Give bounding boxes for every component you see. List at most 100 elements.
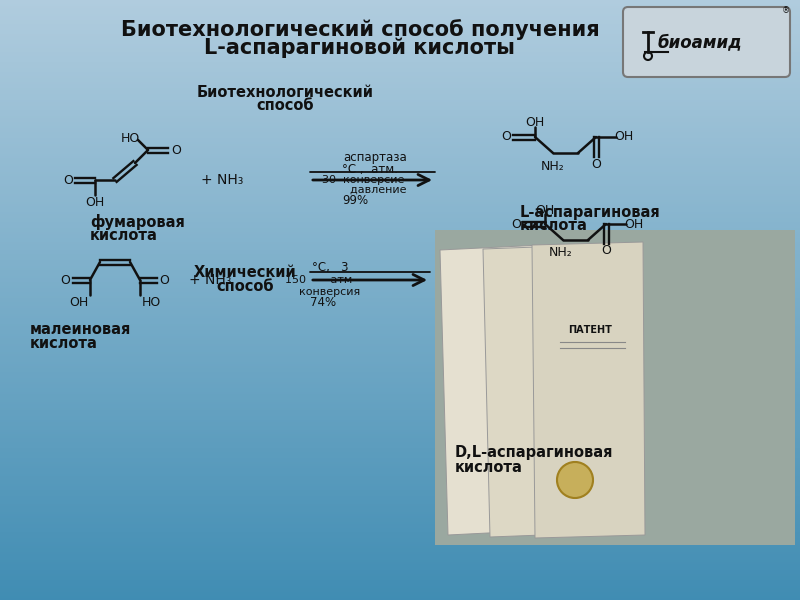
Circle shape (557, 462, 593, 498)
Bar (0, 392, 800, 394)
Bar (0, 358, 800, 360)
Bar (0, 272, 800, 274)
Bar (0, 580, 800, 582)
Bar (0, 64, 800, 66)
Bar (0, 574, 800, 576)
Bar (0, 448, 800, 450)
Bar (0, 494, 800, 496)
Bar (0, 40, 800, 42)
Text: O: O (601, 245, 611, 257)
Bar (0, 338, 800, 340)
Bar (0, 300, 800, 302)
Bar (0, 212, 800, 214)
Bar (0, 30, 800, 32)
Bar (0, 20, 800, 22)
Bar (0, 160, 800, 162)
Bar (0, 310, 800, 312)
Bar (0, 316, 800, 318)
Bar (0, 372, 800, 374)
Bar (0, 382, 800, 384)
Bar (0, 260, 800, 262)
Text: °C,   3: °C, 3 (312, 260, 348, 274)
Bar (0, 102, 800, 104)
Bar (0, 592, 800, 594)
Bar (0, 8, 800, 10)
Bar (0, 432, 800, 434)
Bar (0, 14, 800, 16)
Bar (0, 508, 800, 510)
Bar (0, 444, 800, 446)
Bar (0, 98, 800, 100)
Bar (0, 590, 800, 592)
Bar (0, 184, 800, 186)
Bar (0, 554, 800, 556)
Bar (0, 290, 800, 292)
Bar (0, 68, 800, 70)
Bar (0, 118, 800, 120)
Bar (0, 150, 800, 152)
Bar (0, 324, 800, 326)
Bar (0, 528, 800, 530)
Bar (0, 218, 800, 220)
Bar (0, 322, 800, 324)
Bar (0, 222, 800, 224)
Bar (0, 62, 800, 64)
Bar (0, 512, 800, 514)
Bar (0, 442, 800, 444)
Bar (0, 402, 800, 404)
Bar (0, 454, 800, 456)
Bar (0, 576, 800, 578)
Bar (0, 578, 800, 580)
Bar (0, 186, 800, 188)
Bar (0, 56, 800, 58)
Bar (0, 342, 800, 344)
Text: 150       атм: 150 атм (286, 275, 353, 285)
Bar (0, 292, 800, 294)
Text: давление: давление (330, 185, 406, 195)
Bar (0, 414, 800, 416)
Bar (0, 430, 800, 432)
Bar (0, 208, 800, 210)
Bar (0, 168, 800, 170)
Bar (0, 480, 800, 482)
Bar (0, 394, 800, 396)
Bar (0, 548, 800, 550)
Bar (0, 190, 800, 192)
Bar (0, 38, 800, 40)
Polygon shape (483, 245, 595, 537)
Text: O: O (501, 130, 511, 143)
Bar (0, 230, 800, 232)
Bar (0, 510, 800, 512)
Text: биоамид: биоамид (658, 33, 742, 51)
Text: NH₂: NH₂ (541, 160, 565, 173)
Bar (0, 210, 800, 212)
Bar (0, 58, 800, 60)
Bar (0, 242, 800, 244)
Bar (0, 446, 800, 448)
Bar (0, 418, 800, 420)
Text: способ: способ (256, 98, 314, 113)
Bar (0, 376, 800, 378)
Bar (0, 10, 800, 12)
Bar (0, 356, 800, 358)
Bar (0, 370, 800, 372)
Bar (0, 288, 800, 290)
Bar (0, 80, 800, 82)
Bar (0, 460, 800, 462)
Bar (0, 544, 800, 546)
Bar (0, 32, 800, 34)
Bar (0, 18, 800, 20)
Bar (0, 380, 800, 382)
Bar (0, 122, 800, 124)
Text: O: O (159, 274, 169, 286)
Bar (0, 332, 800, 334)
Bar (0, 128, 800, 130)
Text: аспартаза: аспартаза (343, 151, 407, 164)
Bar (0, 138, 800, 140)
Bar (0, 320, 800, 322)
Bar (0, 74, 800, 76)
Bar (0, 278, 800, 280)
Bar (0, 46, 800, 48)
Bar (0, 306, 800, 308)
Bar (0, 468, 800, 470)
